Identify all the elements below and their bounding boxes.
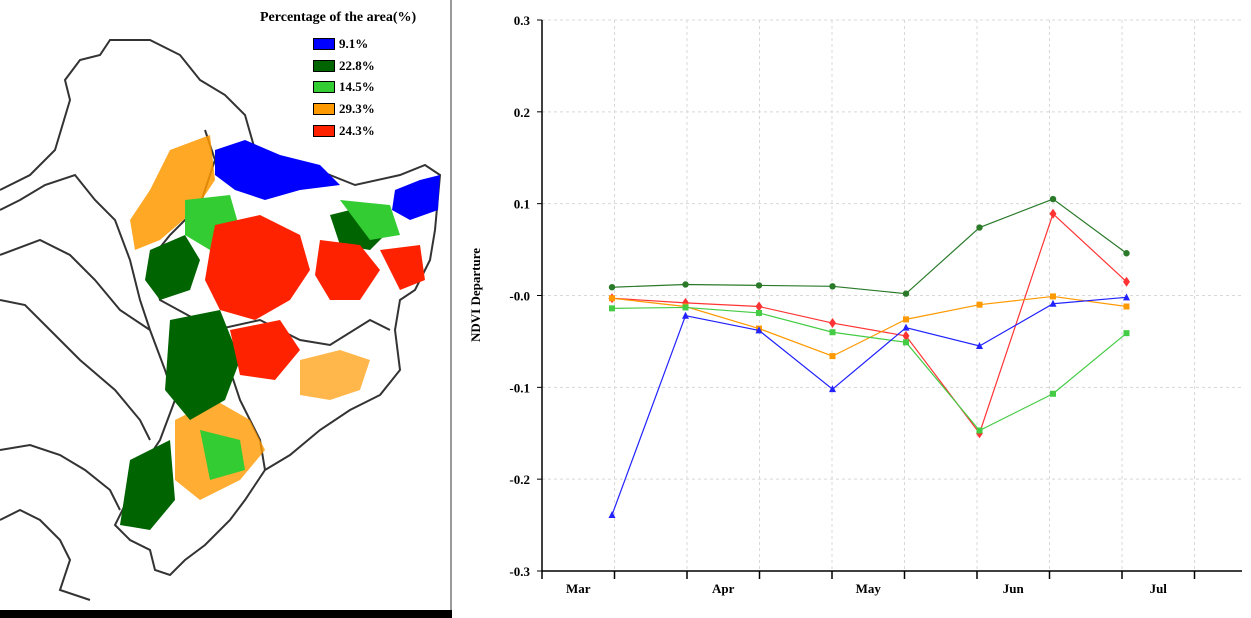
bottom-bar bbox=[0, 610, 452, 618]
data-point bbox=[976, 427, 983, 434]
series-3 bbox=[609, 304, 1130, 434]
legend-swatch bbox=[313, 125, 335, 137]
data-point bbox=[902, 330, 910, 341]
map-panel: Percentage of the area(%) 9.1% 22.8% 14.… bbox=[0, 0, 450, 618]
series-0 bbox=[608, 195, 1130, 297]
series-line bbox=[611, 306, 1127, 432]
x-tick-label: Apr bbox=[712, 581, 735, 596]
legend-title: Percentage of the area(%) bbox=[260, 10, 417, 25]
data-point bbox=[976, 301, 983, 308]
data-point bbox=[829, 329, 836, 336]
series-line bbox=[611, 198, 1127, 295]
data-point bbox=[755, 326, 763, 334]
data-point bbox=[829, 353, 836, 360]
ndvi-red-patches bbox=[205, 215, 425, 380]
y-tick-label: 0.2 bbox=[514, 105, 530, 120]
grid-layer bbox=[542, 19, 1242, 572]
data-point bbox=[609, 305, 615, 312]
legend-item-darkgreen: 22.8% bbox=[313, 58, 375, 73]
legend-label: 29.3% bbox=[339, 101, 375, 116]
data-point bbox=[902, 290, 910, 297]
x-tick-label: Jul bbox=[1150, 581, 1168, 596]
y-tick-label: -0.0 bbox=[509, 289, 530, 304]
data-point bbox=[903, 316, 909, 323]
y-tick-label: 0.3 bbox=[514, 13, 531, 28]
ndvi-departure-chart: 0.3 0.2 0.1 -0.0 -0.1 -0.2 -0.3 Mar Apr May Jun Jul… bbox=[468, 13, 1242, 596]
data-point bbox=[1123, 293, 1130, 301]
data-point bbox=[829, 318, 836, 329]
neighbor-outline bbox=[0, 508, 91, 601]
legend-item-lightgreen: 14.5% bbox=[313, 79, 375, 94]
data-point bbox=[609, 295, 615, 302]
x-tick-label: May bbox=[856, 581, 882, 596]
axis-layer: 0.3 0.2 0.1 -0.0 -0.1 -0.2 -0.3 Mar Apr May Jun Jul bbox=[509, 13, 1242, 596]
data-point bbox=[755, 282, 763, 289]
data-point bbox=[755, 301, 763, 312]
data-point bbox=[682, 281, 689, 288]
legend-label: 14.5% bbox=[339, 79, 375, 94]
y-axis-label: NDVI Departure bbox=[468, 248, 483, 342]
data-point bbox=[1050, 390, 1056, 397]
y-tick-label: 0.1 bbox=[514, 197, 530, 212]
legend-item-orange: 29.3% bbox=[313, 101, 375, 116]
data-point bbox=[1050, 293, 1056, 300]
legend-swatch bbox=[313, 81, 335, 93]
legend-swatch bbox=[313, 103, 335, 115]
data-point bbox=[1049, 208, 1057, 219]
neighbor-outline bbox=[0, 443, 121, 511]
series-layer bbox=[608, 195, 1130, 518]
data-point bbox=[1123, 276, 1130, 287]
data-point bbox=[976, 342, 983, 350]
x-tick-label: Jun bbox=[1003, 581, 1025, 596]
legend-label: 24.3% bbox=[339, 123, 375, 138]
data-point bbox=[829, 385, 836, 393]
ndvi-darkgreen-patches bbox=[120, 205, 390, 530]
data-point bbox=[608, 510, 616, 518]
legend-item-red: 24.3% bbox=[313, 123, 375, 138]
data-point bbox=[682, 304, 689, 311]
data-point bbox=[1123, 250, 1130, 257]
data-point bbox=[902, 323, 910, 331]
legend-swatch bbox=[313, 38, 335, 50]
panel-divider bbox=[450, 0, 452, 618]
x-tick-label: Mar bbox=[566, 581, 591, 596]
data-point bbox=[1123, 303, 1130, 310]
map-outline bbox=[0, 39, 442, 577]
ndvi-blue-patches bbox=[215, 140, 440, 220]
data-point bbox=[1049, 195, 1057, 203]
data-point bbox=[1123, 330, 1130, 337]
data-point bbox=[756, 309, 762, 316]
data-point bbox=[829, 283, 836, 290]
data-point bbox=[976, 224, 983, 231]
y-tick-label: -0.1 bbox=[509, 380, 530, 395]
neighbor-outline bbox=[0, 299, 151, 441]
data-point bbox=[1049, 299, 1057, 307]
legend-label: 9.1% bbox=[339, 36, 369, 51]
series-line bbox=[611, 212, 1127, 435]
data-point bbox=[608, 284, 616, 291]
y-tick-label: -0.2 bbox=[509, 472, 530, 487]
ndvi-map bbox=[0, 39, 442, 601]
data-point bbox=[682, 311, 689, 319]
legend-item-blue: 9.1% bbox=[313, 36, 369, 51]
neighbor-outline bbox=[0, 238, 151, 331]
legend-swatch bbox=[313, 60, 335, 72]
y-tick-label: -0.3 bbox=[509, 564, 530, 579]
series-line bbox=[611, 296, 1127, 516]
legend-label: 22.8% bbox=[339, 58, 375, 73]
series-4 bbox=[608, 293, 1130, 518]
data-point bbox=[903, 339, 909, 346]
